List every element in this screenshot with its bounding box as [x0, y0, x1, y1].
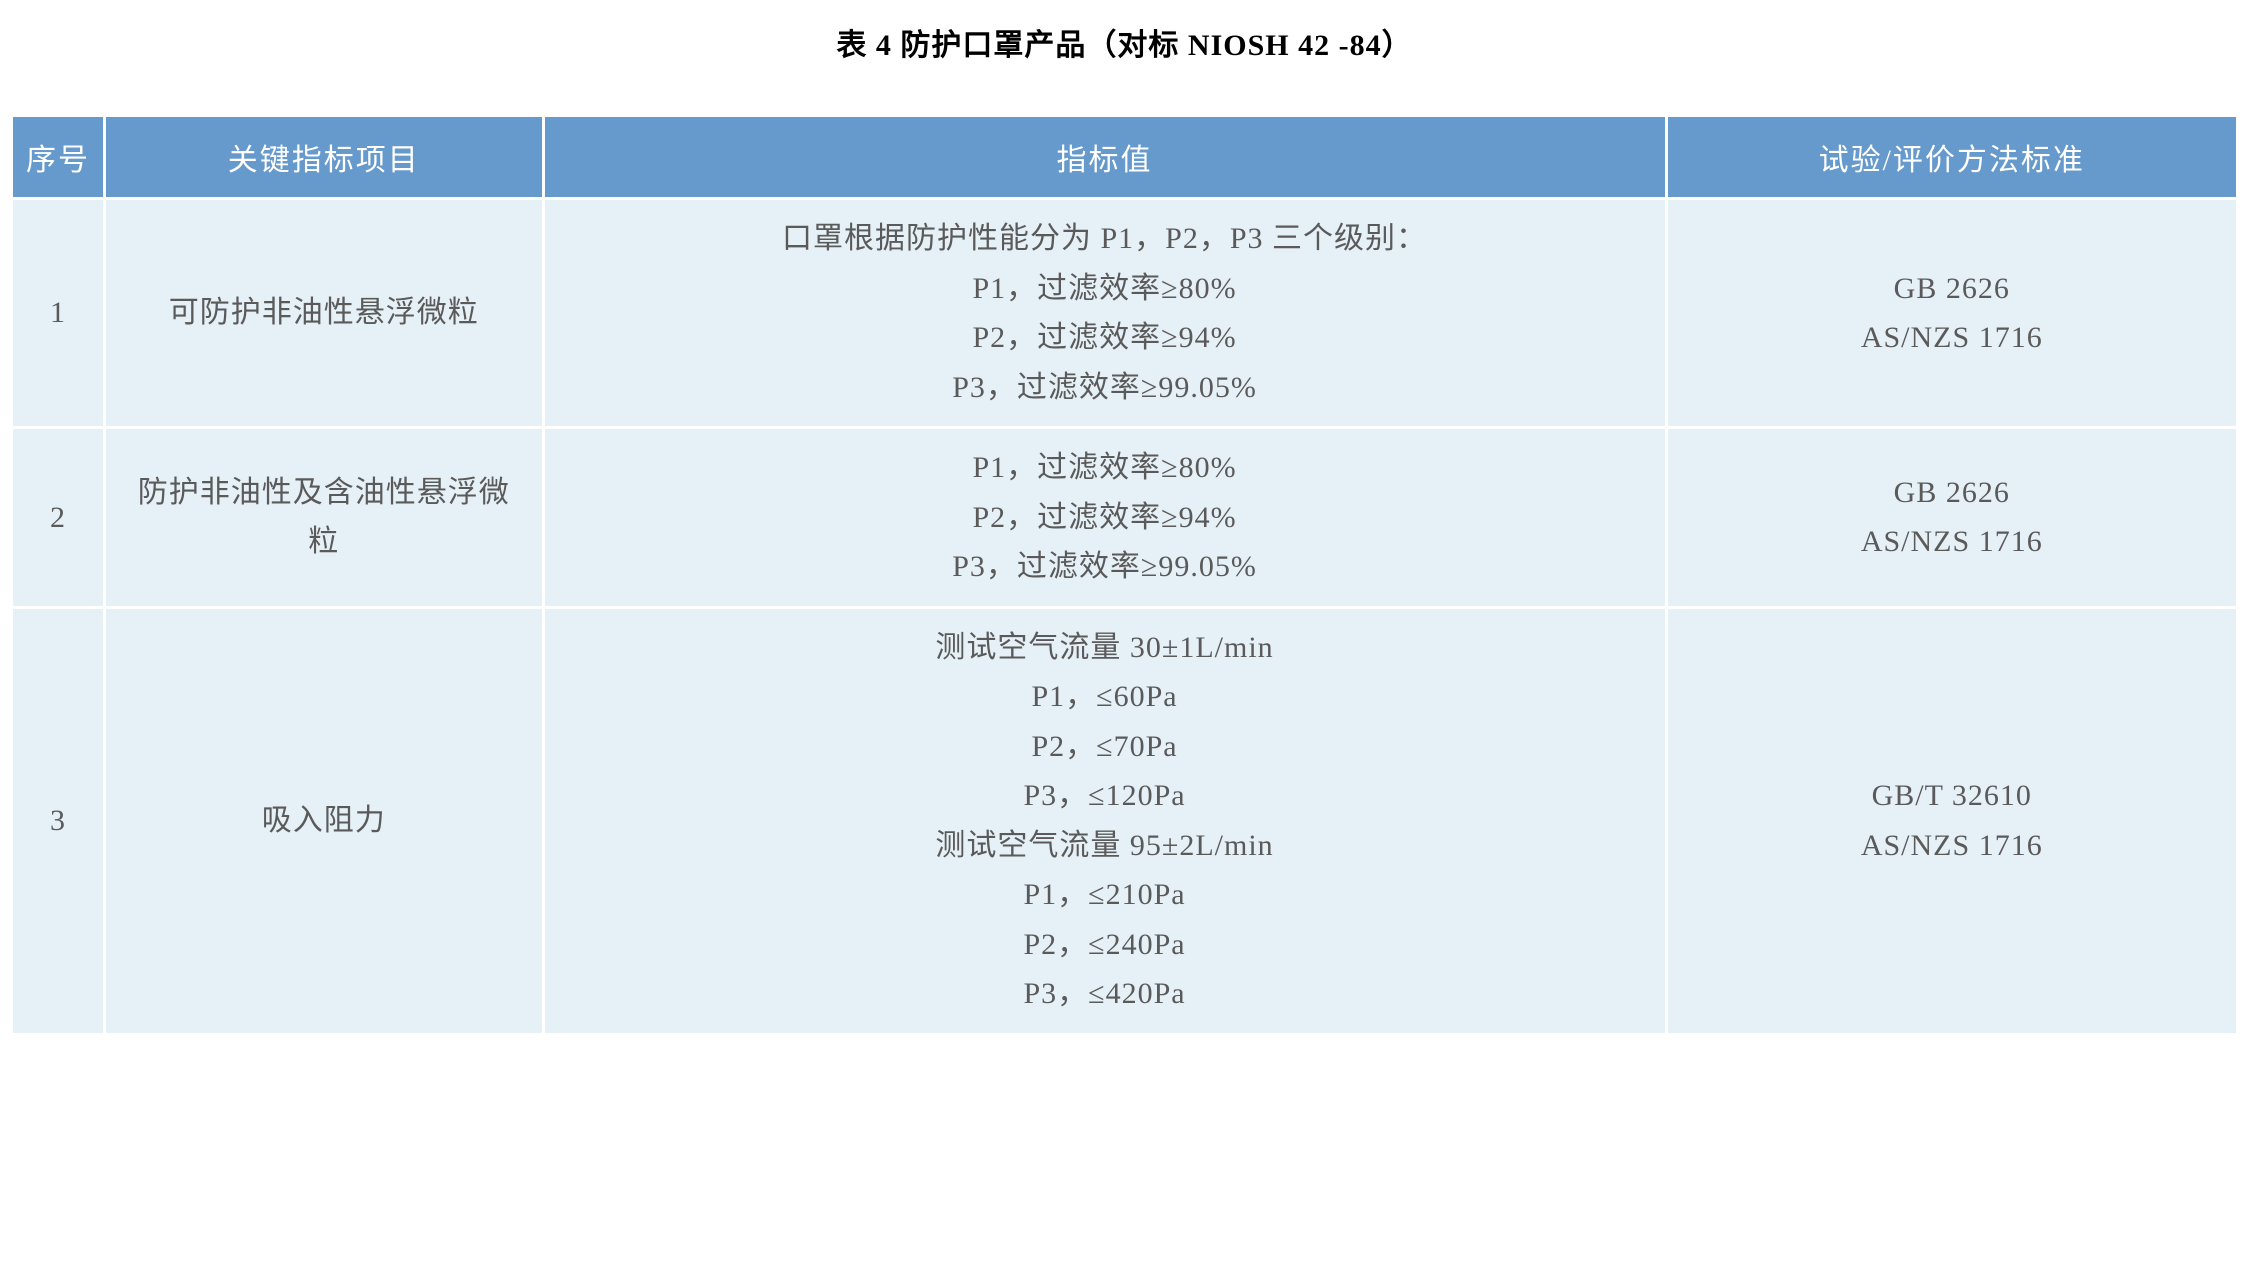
col-header-seq: 序号 [12, 116, 105, 199]
cell-item: 吸入阻力 [105, 607, 544, 1034]
col-header-value: 指标值 [543, 116, 1666, 199]
cell-value: 口罩根据防护性能分为 P1，P2，P3 三个级别： P1，过滤效率≥80% P2… [543, 199, 1666, 428]
cell-value: P1，过滤效率≥80% P2，过滤效率≥94% P3，过滤效率≥99.05% [543, 428, 1666, 608]
table-row: 2 防护非油性及含油性悬浮微粒 P1，过滤效率≥80% P2，过滤效率≥94% … [12, 428, 2238, 608]
col-header-method: 试验/评价方法标准 [1666, 116, 2237, 199]
cell-seq: 3 [12, 607, 105, 1034]
cell-item: 可防护非油性悬浮微粒 [105, 199, 544, 428]
cell-value: 测试空气流量 30±1L/min P1，≤60Pa P2，≤70Pa P3，≤1… [543, 607, 1666, 1034]
col-header-item: 关键指标项目 [105, 116, 544, 199]
table-header-row: 序号 关键指标项目 指标值 试验/评价方法标准 [12, 116, 2238, 199]
cell-method: GB 2626 AS/NZS 1716 [1666, 199, 2237, 428]
cell-method: GB/T 32610 AS/NZS 1716 [1666, 607, 2237, 1034]
table-row: 3 吸入阻力 测试空气流量 30±1L/min P1，≤60Pa P2，≤70P… [12, 607, 2238, 1034]
cell-item: 防护非油性及含油性悬浮微粒 [105, 428, 544, 608]
table-caption: 表 4 防护口罩产品（对标 NIOSH 42 -84） [10, 20, 2239, 64]
table-row: 1 可防护非油性悬浮微粒 口罩根据防护性能分为 P1，P2，P3 三个级别： P… [12, 199, 2238, 428]
cell-seq: 2 [12, 428, 105, 608]
cell-method: GB 2626 AS/NZS 1716 [1666, 428, 2237, 608]
cell-seq: 1 [12, 199, 105, 428]
standards-table: 序号 关键指标项目 指标值 试验/评价方法标准 1 可防护非油性悬浮微粒 口罩根… [10, 114, 2239, 1036]
